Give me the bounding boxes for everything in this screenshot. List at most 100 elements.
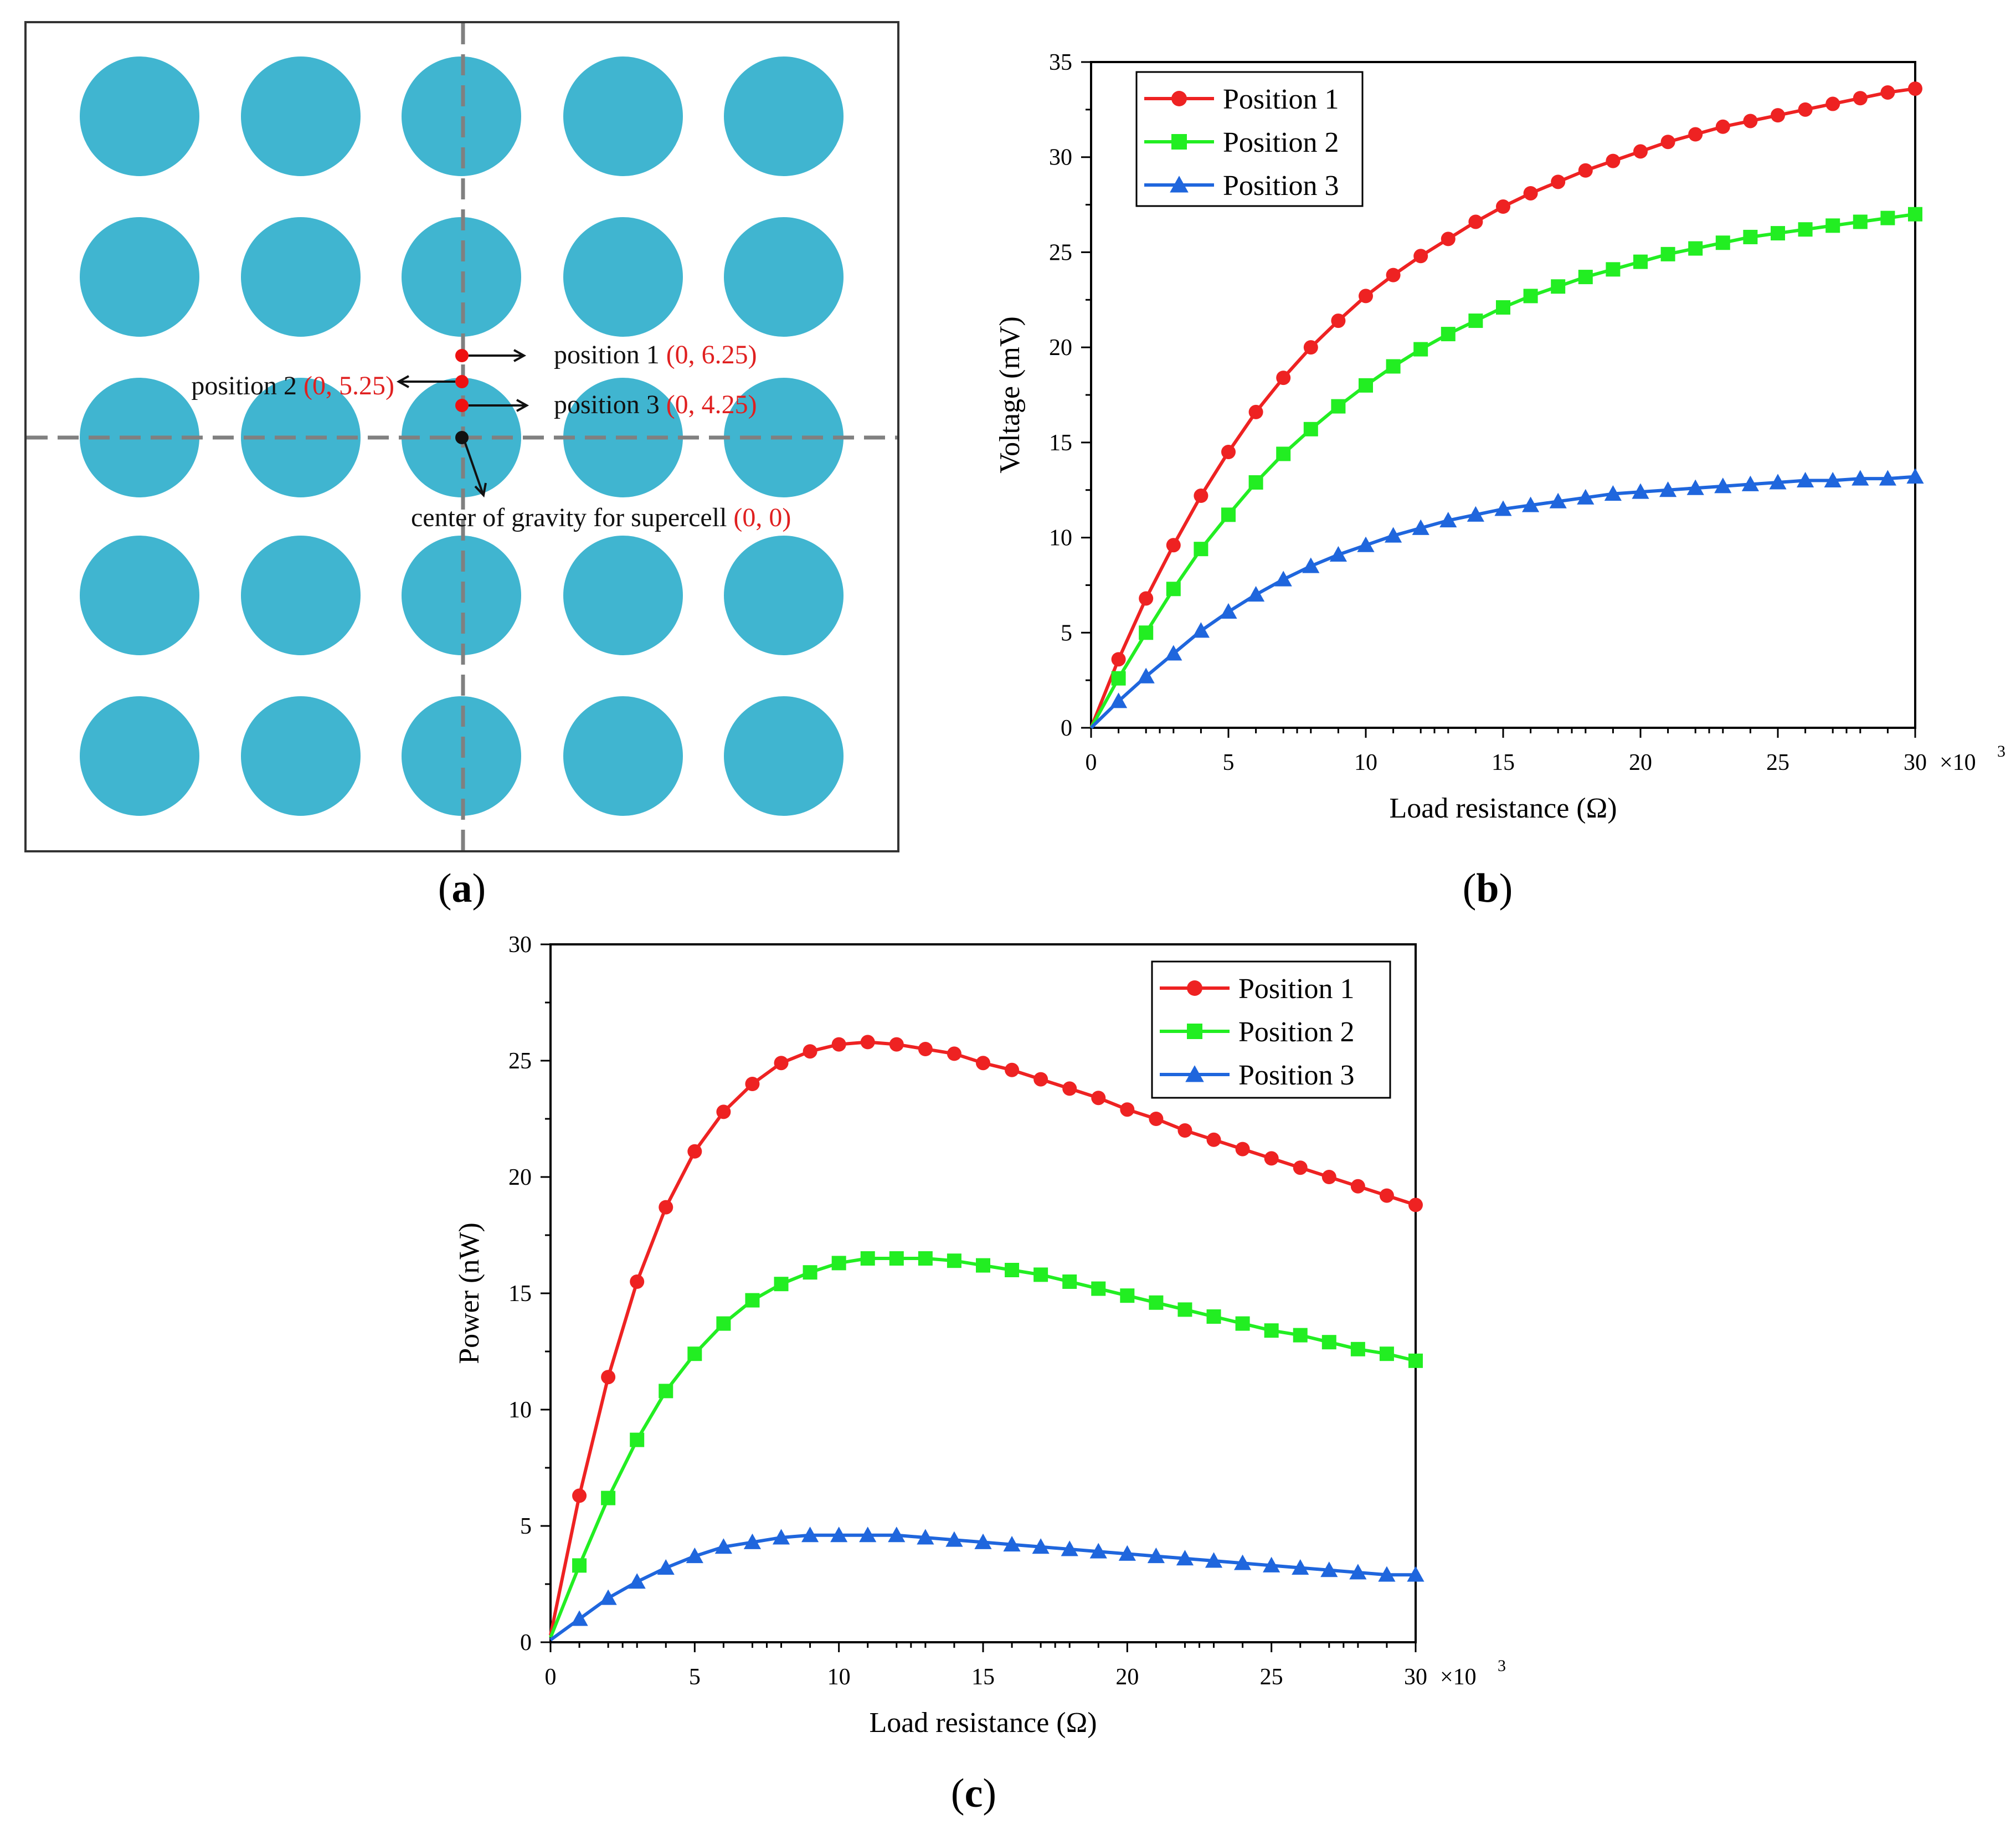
caption-c: (c)	[951, 1771, 996, 1816]
data-point	[716, 1104, 731, 1119]
x-tick-label: 25	[1260, 1664, 1283, 1690]
x-tick-label: 15	[1492, 750, 1515, 775]
x-tick-label: 0	[545, 1664, 557, 1690]
y-tick-label: 20	[1049, 335, 1072, 361]
data-point	[1578, 163, 1593, 178]
data-point	[1769, 474, 1787, 490]
data-point	[1062, 1081, 1077, 1096]
data-point	[1192, 622, 1210, 638]
data-point	[1032, 1538, 1050, 1554]
data-point	[1264, 1323, 1279, 1338]
data-point	[801, 1526, 819, 1543]
data-point	[659, 1384, 673, 1399]
position-1-marker	[455, 349, 469, 362]
data-point	[743, 1533, 762, 1549]
data-point	[1033, 1267, 1048, 1282]
legend-label: Position 1	[1238, 973, 1355, 1005]
data-point	[1688, 241, 1703, 256]
data-point	[1206, 1309, 1221, 1324]
data-point	[1797, 471, 1814, 488]
unit-cell-circle	[724, 56, 844, 176]
data-point	[1496, 199, 1510, 214]
position-3-marker	[455, 399, 469, 412]
data-point	[1407, 1566, 1424, 1582]
data-point	[1331, 399, 1346, 414]
y-tick-label: 30	[1049, 145, 1072, 171]
data-point	[1235, 1142, 1250, 1156]
data-point	[745, 1077, 760, 1091]
x-axis-multiplier-exponent: 3	[1498, 1657, 1506, 1675]
data-point	[1111, 671, 1126, 686]
data-point	[1166, 582, 1181, 597]
data-point	[1205, 1552, 1223, 1568]
series-line-2	[549, 1257, 1416, 1638]
y-tick-label: 5	[520, 1514, 532, 1539]
x-axis-multiplier: ×10	[1440, 1664, 1477, 1690]
x-axis-multiplier-exponent: 3	[1997, 742, 2005, 760]
x-tick-label: 25	[1766, 750, 1789, 775]
data-point	[1659, 481, 1677, 497]
data-point	[1798, 102, 1813, 117]
data-point	[889, 1251, 904, 1266]
data-point	[1359, 289, 1373, 304]
data-point	[1120, 1288, 1135, 1303]
data-point	[1349, 1564, 1367, 1580]
data-point	[630, 1274, 645, 1289]
data-point	[1091, 1281, 1106, 1296]
center-annotation: center of gravity for supercell (0, 0)	[411, 503, 791, 532]
data-point	[945, 1531, 963, 1547]
unit-cell-circle	[241, 378, 361, 497]
data-point	[1606, 153, 1621, 168]
x-axis-label: Load resistance (Ω)	[869, 1707, 1097, 1739]
position-2-annotation: position 2 (0, 5.25)	[191, 371, 394, 400]
unit-cell-circle	[724, 217, 844, 337]
unit-cell-circle	[80, 536, 199, 655]
data-point	[1908, 207, 1922, 222]
data-point	[628, 1573, 646, 1589]
data-point	[974, 1533, 992, 1549]
data-point	[1688, 127, 1703, 142]
data-point	[976, 1258, 990, 1273]
data-point	[1139, 591, 1154, 606]
data-point	[1177, 1123, 1192, 1138]
data-point	[1137, 667, 1155, 683]
data-point	[803, 1044, 817, 1059]
data-point	[1329, 546, 1347, 562]
data-point	[1206, 1132, 1221, 1147]
data-point	[1221, 445, 1236, 460]
data-point	[570, 1610, 588, 1626]
data-point	[1439, 512, 1457, 528]
data-point	[1441, 232, 1456, 246]
data-point	[1321, 1170, 1336, 1184]
data-point	[1293, 1160, 1308, 1175]
data-point	[774, 1056, 789, 1071]
data-point	[1166, 538, 1181, 553]
data-point	[1908, 81, 1922, 96]
data-point	[716, 1316, 731, 1331]
data-point	[918, 1251, 933, 1266]
data-point	[686, 1548, 703, 1564]
data-point	[1385, 527, 1402, 543]
data-point	[1110, 692, 1128, 708]
data-point	[831, 1256, 846, 1271]
data-point	[1033, 1072, 1048, 1087]
data-point	[831, 1037, 846, 1052]
data-point	[1303, 422, 1318, 436]
data-point	[1413, 249, 1428, 264]
legend-label: Position 3	[1238, 1060, 1355, 1091]
data-point	[1660, 246, 1675, 261]
unit-cell-circle	[80, 217, 199, 337]
y-tick-label: 0	[520, 1630, 532, 1656]
data-point	[1005, 1263, 1020, 1277]
data-point	[1379, 1346, 1394, 1361]
data-point	[1494, 500, 1512, 516]
data-point	[1350, 1179, 1365, 1194]
unit-cell-circle	[563, 217, 683, 337]
data-point	[1170, 176, 1189, 193]
data-point	[1263, 1556, 1280, 1572]
data-point	[1715, 235, 1730, 250]
caption-b: (b)	[1463, 866, 1513, 911]
data-point	[1359, 378, 1373, 393]
unit-cell-circle	[241, 696, 361, 816]
